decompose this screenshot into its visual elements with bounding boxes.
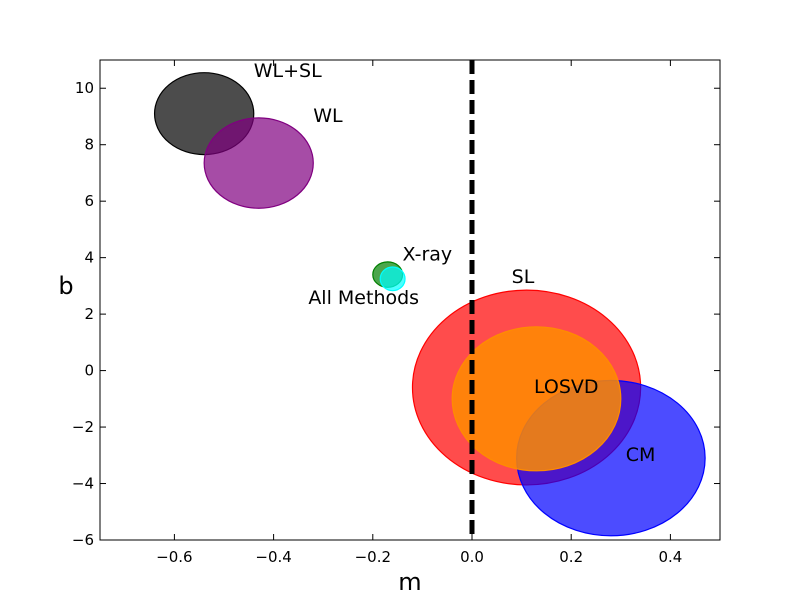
y-tick-label: 10 (75, 79, 94, 97)
region-all-methods (379, 266, 406, 292)
annotations-layer: WL+SL WL SL CM LOSVD X-ray All Methods (254, 60, 656, 466)
x-tick-label: 0.4 (658, 548, 682, 566)
y-tick-label: 4 (84, 249, 94, 267)
x-tick-label: −0.4 (255, 548, 291, 566)
x-tick-label: −0.2 (355, 548, 391, 566)
y-tick-label: 8 (84, 136, 94, 154)
y-axis-label: b (58, 272, 73, 300)
x-tick-label: 0.0 (460, 548, 484, 566)
annotation-losvd: LOSVD (534, 376, 599, 398)
x-axis-label: m (398, 568, 421, 596)
y-tick-label: 6 (84, 192, 94, 210)
axes-layer: −0.6 −0.4 −0.2 0.0 0.2 0.4 −6 −4 −2 0 2 4 6 8 10 (72, 59, 721, 566)
region-losvd (451, 326, 622, 472)
y-tick-label: −4 (72, 475, 94, 493)
annotation-wl-sl: WL+SL (254, 60, 322, 82)
x-tick-label: 0.2 (559, 548, 583, 566)
y-tick-label: −6 (72, 531, 94, 549)
y-tick-label: −2 (72, 418, 94, 436)
annotation-sl: SL (512, 266, 535, 288)
annotation-x-ray: X-ray (403, 243, 453, 265)
annotation-wl: WL (313, 105, 343, 127)
region-wl (203, 117, 314, 209)
regions-layer (153, 72, 706, 537)
annotation-cm: CM (626, 444, 656, 466)
y-tick-label: 0 (84, 362, 94, 380)
y-tick-label: 2 (84, 305, 94, 323)
annotation-all-methods: All Methods (308, 287, 419, 309)
x-tick-label: −0.6 (156, 548, 192, 566)
axes-frame (99, 59, 721, 541)
